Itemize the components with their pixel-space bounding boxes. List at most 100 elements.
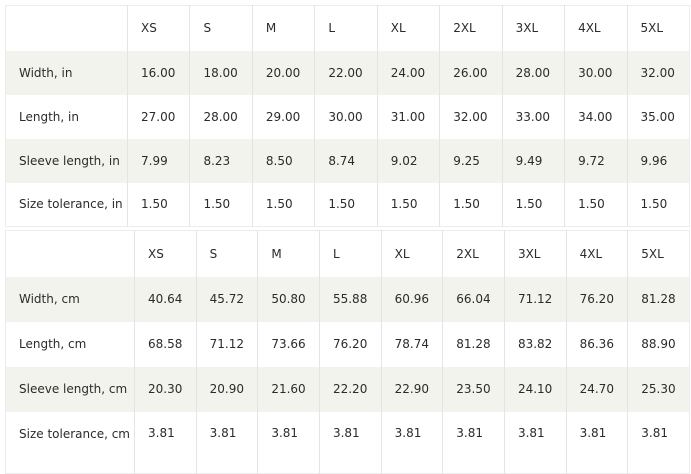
measurement-cell: 22.90 bbox=[381, 366, 444, 412]
measurement-cell: 60.96 bbox=[381, 276, 444, 322]
measurement-cell: 76.20 bbox=[566, 276, 629, 322]
table-row: Size tolerance, cm 3.81 3.81 3.81 3.81 3.81 3.… bbox=[5, 411, 690, 474]
row-label: Sleeve length, in bbox=[5, 138, 128, 183]
measurement-cell: 66.04 bbox=[442, 276, 505, 322]
size-header: 2XL bbox=[442, 230, 505, 277]
row-label: Length, in bbox=[5, 94, 128, 139]
measurement-cell: 30.00 bbox=[564, 50, 628, 95]
size-header: XS bbox=[134, 230, 197, 277]
measurement-cell: 1.50 bbox=[564, 182, 628, 227]
measurement-cell: 8.23 bbox=[189, 138, 253, 183]
measurement-cell: 3.81 bbox=[381, 411, 444, 474]
measurement-cell: 23.50 bbox=[442, 366, 505, 412]
measurement-cell: 32.00 bbox=[627, 50, 690, 95]
size-header: 5XL bbox=[641, 246, 664, 261]
measurement-cell: 1.50 bbox=[439, 182, 503, 227]
measurement-cell: 1.50 bbox=[640, 197, 668, 212]
measurement-cell: 1.50 bbox=[314, 182, 378, 227]
measurement-cell: 32.00 bbox=[439, 94, 503, 139]
measurement-cell: 24.10 bbox=[504, 366, 567, 412]
size-header: L bbox=[314, 5, 378, 51]
measurement-cell: 1.50 bbox=[377, 182, 441, 227]
measurement-cell: 86.36 bbox=[566, 321, 629, 367]
size-header: XL bbox=[381, 230, 444, 277]
size-header: 2XL bbox=[439, 5, 503, 51]
size-header: S bbox=[189, 5, 253, 51]
size-chart-inches: XS S M L XL 2XL 3XL 4XL 5XL Width, in 16.00 18.00 20… bbox=[5, 5, 690, 227]
measurement-cell: 50.80 bbox=[257, 276, 320, 322]
size-header: 5XL bbox=[640, 21, 664, 36]
row-label: Length, cm bbox=[5, 321, 135, 367]
measurement-cell: 45.72 bbox=[196, 276, 259, 322]
measurement-cell: 35.00 bbox=[640, 109, 675, 124]
measurement-cell: 33.00 bbox=[502, 94, 566, 139]
measurement-cell: 55.88 bbox=[319, 276, 382, 322]
size-header: 3XL bbox=[504, 230, 567, 277]
measurement-cell: 24.70 bbox=[566, 366, 629, 412]
measurement-cell: 18.00 bbox=[189, 50, 253, 95]
measurement-cell: 7.99 bbox=[127, 138, 191, 183]
measurement-cell: 9.25 bbox=[439, 138, 503, 183]
measurement-cell: 88.90 bbox=[641, 337, 676, 351]
measurement-cell: 28.00 bbox=[502, 50, 566, 95]
table-row: Width, cm 40.64 45.72 50.80 55.88 60.96 66.04 7… bbox=[5, 276, 690, 322]
measurement-cell: 27.00 bbox=[127, 94, 191, 139]
measurement-cell: 29.00 bbox=[252, 94, 316, 139]
size-chart-centimeters: XS S M L XL 2XL 3XL 4XL 5XL Width, cm 40.64 45.72 50… bbox=[5, 230, 690, 474]
measurement-cell: 31.00 bbox=[377, 94, 441, 139]
measurement-cell: 22.20 bbox=[319, 366, 382, 412]
measurement-cell: 1.50 bbox=[127, 182, 191, 227]
measurement-cell: 8.50 bbox=[252, 138, 316, 183]
row-label: Width, in bbox=[5, 50, 128, 95]
measurement-cell: 3.81 bbox=[566, 411, 629, 474]
measurement-cell: 20.30 bbox=[134, 366, 197, 412]
size-header: 4XL bbox=[566, 230, 629, 277]
measurement-cell: 71.12 bbox=[196, 321, 259, 367]
measurement-cell: 1.50 bbox=[252, 182, 316, 227]
measurement-cell: 9.49 bbox=[502, 138, 566, 183]
measurement-cell: 76.20 bbox=[319, 321, 382, 367]
table-row: Sleeve length, in 7.99 8.23 8.50 8.74 9.02 9.2… bbox=[5, 138, 690, 183]
measurement-cell: 1.50 bbox=[502, 182, 566, 227]
size-header: L bbox=[319, 230, 382, 277]
table-row: Width, in 16.00 18.00 20.00 22.00 24.00 26.00 2… bbox=[5, 50, 690, 95]
measurement-cell: 81.28 bbox=[627, 276, 690, 322]
measurement-cell: 24.00 bbox=[377, 50, 441, 95]
measurement-cell: 3.81 bbox=[641, 425, 668, 440]
measurement-cell: 3.81 bbox=[257, 411, 320, 474]
corner-cell bbox=[5, 230, 135, 277]
measurement-cell: 22.00 bbox=[314, 50, 378, 95]
size-header: 4XL bbox=[564, 5, 628, 51]
measurement-cell: 34.00 bbox=[564, 94, 628, 139]
header-row: XS S M L XL 2XL 3XL 4XL 5XL bbox=[5, 5, 690, 51]
measurement-cell: 71.12 bbox=[504, 276, 567, 322]
row-label: Width, cm bbox=[5, 276, 135, 322]
measurement-cell: 20.00 bbox=[252, 50, 316, 95]
measurement-cell: 8.74 bbox=[314, 138, 378, 183]
measurement-cell: 81.28 bbox=[442, 321, 505, 367]
measurement-cell: 3.81 bbox=[442, 411, 505, 474]
measurement-cell: 3.81 bbox=[319, 411, 382, 474]
measurement-cell: 3.81 bbox=[134, 411, 197, 474]
measurement-cell: 9.96 bbox=[627, 138, 690, 183]
measurement-cell: 83.82 bbox=[504, 321, 567, 367]
measurement-cell: 26.00 bbox=[439, 50, 503, 95]
measurement-cell: 78.74 bbox=[381, 321, 444, 367]
measurement-cell: 9.72 bbox=[564, 138, 628, 183]
measurement-cell: 20.90 bbox=[196, 366, 259, 412]
measurement-cell: 40.64 bbox=[134, 276, 197, 322]
table-row: Length, cm 68.58 71.12 73.66 76.20 78.74 81.28… bbox=[5, 321, 690, 367]
header-row: XS S M L XL 2XL 3XL 4XL 5XL bbox=[5, 230, 690, 277]
table-row: Length, in 27.00 28.00 29.00 30.00 31.00 32.00… bbox=[5, 94, 690, 139]
size-header: XS bbox=[127, 5, 191, 51]
table-row: Size tolerance, in 1.50 1.50 1.50 1.50 1.50 1.… bbox=[5, 182, 690, 227]
row-label: Sleeve length, cm bbox=[5, 366, 135, 412]
measurement-cell: 16.00 bbox=[127, 50, 191, 95]
measurement-cell: 9.02 bbox=[377, 138, 441, 183]
measurement-cell: 3.81 bbox=[196, 411, 259, 474]
measurement-cell: 21.60 bbox=[257, 366, 320, 412]
corner-cell bbox=[5, 5, 128, 51]
row-label: Size tolerance, in bbox=[5, 182, 128, 227]
measurement-cell: 1.50 bbox=[189, 182, 253, 227]
size-header: S bbox=[196, 230, 259, 277]
